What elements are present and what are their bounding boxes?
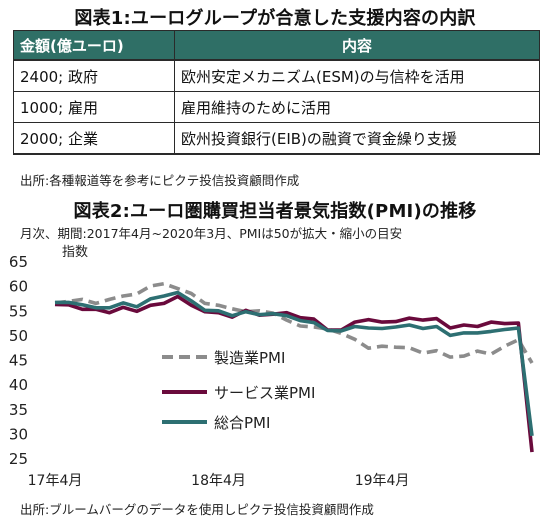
x-tick-label: 19年4月 xyxy=(355,473,410,489)
table-header-row: 金額(億ユーロ) 内容 xyxy=(13,30,540,61)
header-content: 内容 xyxy=(174,30,540,61)
y-tick-label: 55 xyxy=(9,302,28,320)
y-tick-label: 35 xyxy=(9,401,28,419)
amount-cell: 2000; 企業 xyxy=(13,122,175,155)
y-tick-label: 40 xyxy=(9,376,28,394)
table-row: 2000; 企業 欧州投資銀行(EIB)の融資で資金繰り支援 xyxy=(13,122,540,155)
content-cell: 雇用維持のために活用 xyxy=(174,91,540,123)
chart-source: 出所:ブルームバーグのデータを使用しピクテ投信投資顧問作成 xyxy=(20,502,374,517)
series-line-0 xyxy=(54,281,534,364)
y-tick-label: 50 xyxy=(9,327,28,345)
y-tick-label: 30 xyxy=(9,425,28,443)
legend-label: 総合PMI xyxy=(214,414,270,432)
table-title: 図表1:ユーログループが合意した支援内容の内訳 xyxy=(74,8,476,29)
amount-cell: 2400; 政府 xyxy=(13,59,175,92)
y-tick-label: 25 xyxy=(9,450,28,468)
measures-table: 金額(億ユーロ) 内容 2400; 政府 欧州安定メカニズム(ESM)の与信枠を… xyxy=(13,30,540,155)
series-line-1 xyxy=(54,294,534,453)
x-tick-label: 18年4月 xyxy=(191,473,246,489)
chart-title: 図表2:ユーロ圏購買担当者景気指数(PMI)の推移 xyxy=(73,201,477,222)
series-line-2 xyxy=(55,290,534,437)
chart-subtitle: 月次、期間:2017年4月~2020年3月、PMIは50が拡大・縮小の目安 xyxy=(20,226,403,241)
legend-label: サービス業PMI xyxy=(214,384,315,402)
x-tick-label: 17年4月 xyxy=(28,473,83,489)
table-row: 2400; 政府 欧州安定メカニズム(ESM)の与信枠を活用 xyxy=(13,59,540,92)
pmi-chart: 指数 25 30 35 40 45 50 55 60 65 17年4月 18年4月 19年4月 製造業PM… xyxy=(9,245,534,489)
table-source: 出所:各種報道等を参考にピクテ投信投資顧問作成 xyxy=(20,173,300,188)
y-axis-label: 指数 xyxy=(62,245,88,260)
content-cell: 欧州投資銀行(EIB)の融資で資金繰り支援 xyxy=(174,122,540,155)
table-row: 1000; 雇用 雇用維持のために活用 xyxy=(13,91,540,123)
y-tick-label: 45 xyxy=(9,352,28,370)
content-cell: 欧州安定メカニズム(ESM)の与信枠を活用 xyxy=(174,59,540,92)
header-amount: 金額(億ユーロ) xyxy=(13,30,175,61)
y-tick-label: 60 xyxy=(9,278,28,296)
legend-label: 製造業PMI xyxy=(214,349,285,367)
amount-cell: 1000; 雇用 xyxy=(13,91,175,123)
y-tick-label: 65 xyxy=(9,253,28,271)
